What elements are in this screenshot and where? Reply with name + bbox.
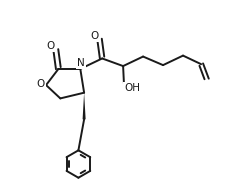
Text: O: O [37,79,45,89]
Text: O: O [91,31,99,41]
Text: N: N [77,58,85,68]
Text: OH: OH [124,83,140,93]
Polygon shape [83,93,86,119]
Text: O: O [46,41,54,52]
